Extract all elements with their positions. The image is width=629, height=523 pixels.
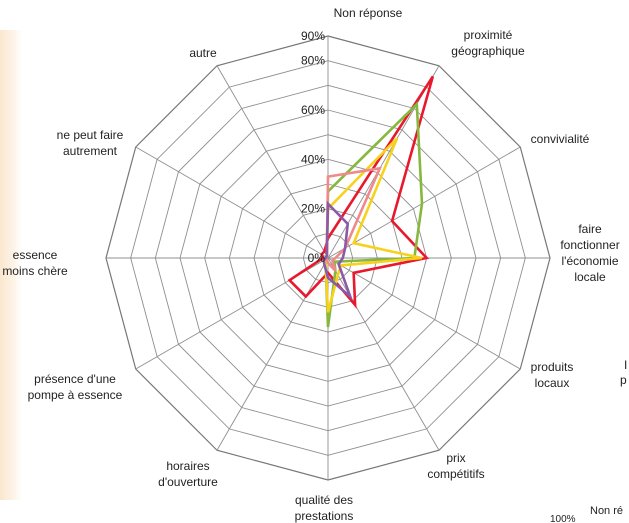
radial-tick-label: 20%	[301, 202, 325, 216]
clipped-right-label-1: I	[624, 358, 627, 372]
clipped-bottom-label: Non ré	[590, 505, 623, 517]
radial-tick-label: 60%	[301, 103, 325, 117]
grid-spoke	[327, 257, 521, 370]
category-label: essence moins chère	[2, 248, 68, 278]
category-labels: Non réponse proximité géographique convivia…	[2, 6, 619, 523]
category-label: horaires d'ouverture	[158, 459, 218, 489]
category-label: présence d'une pompe à essence	[28, 372, 123, 402]
category-label: convivialité	[531, 132, 590, 146]
grid-spoke	[327, 257, 440, 451]
radial-tick-labels: 0% 20% 40% 60% 80% 90%	[301, 29, 325, 265]
category-label: faire fonctionner l'économie locale	[560, 222, 619, 284]
radar-grid	[105, 35, 551, 481]
clipped-bottom-tick: 100%	[550, 514, 576, 523]
grid-spoke	[216, 65, 329, 259]
radial-tick-label: 80%	[301, 54, 325, 68]
series-line-5	[322, 200, 354, 301]
radar-series	[287, 75, 435, 328]
radial-tick-label: 40%	[301, 152, 325, 166]
category-label: Non réponse	[334, 6, 403, 20]
grid-spoke	[327, 146, 521, 259]
category-label: qualité des prestations	[295, 493, 354, 523]
grid-spoke	[216, 257, 329, 451]
category-label: autre	[189, 46, 217, 60]
radial-tick-label: 0%	[308, 251, 326, 265]
grid-spoke	[135, 146, 329, 259]
clipped-right-label-2: p	[620, 373, 627, 387]
category-label: produits locaux	[531, 360, 574, 390]
radial-tick-label: 90%	[301, 29, 325, 43]
category-label: prix compétitifs	[427, 451, 484, 481]
left-edge-background	[0, 30, 22, 500]
series-line-1	[287, 75, 435, 309]
category-label: proximité géographique	[451, 28, 525, 58]
category-label: ne peut faire autrement	[57, 128, 124, 158]
